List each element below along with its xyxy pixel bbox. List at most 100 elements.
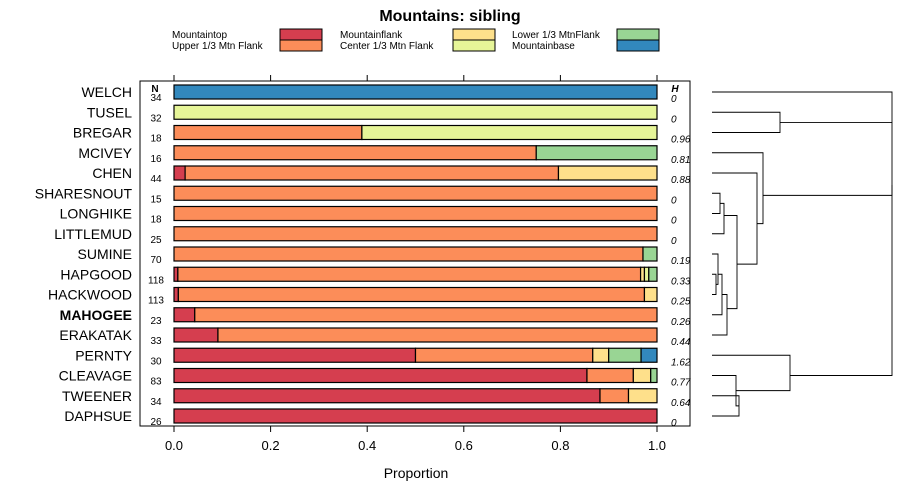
bar-segment [586, 367, 634, 384]
h-value: 0.64 [671, 398, 691, 409]
row-label: SUMINE [78, 246, 132, 262]
dendrogram-branch [763, 122, 893, 196]
dendrogram-branch [724, 215, 738, 310]
row-label: TUSEL [87, 104, 132, 120]
n-value: 118 [148, 275, 164, 286]
row-label: SHARESNOUT [35, 185, 133, 201]
x-tick-label: 0.6 [455, 438, 473, 453]
dendrogram-branch [712, 202, 725, 235]
h-value: 0 [671, 418, 677, 429]
row-label: LONGHIKE [60, 206, 132, 222]
h-value: 0 [671, 114, 677, 125]
h-value: 0 [671, 94, 677, 105]
h-value: 0 [671, 236, 677, 247]
legend-swatch [279, 39, 323, 52]
x-tick-label: 0.0 [165, 438, 183, 453]
chart-title: Mountains: sibling [379, 8, 520, 25]
bar-segment [608, 347, 642, 363]
legend-label: Upper 1/3 Mtn Flank [172, 41, 264, 52]
row-labels: WELCH TUSEL BREGAR MCIVEY CHEN SHARESNOUT LONG… [35, 84, 133, 424]
bar-segment [194, 307, 658, 323]
n-value: 32 [150, 113, 162, 124]
legend-swatch [616, 39, 660, 52]
dendrogram-branch [712, 253, 719, 285]
x-tick-label: 0.4 [358, 438, 376, 453]
dendrogram-branch [712, 91, 893, 124]
legend-label: Center 1/3 Mtn Flank [340, 41, 434, 52]
n-value: 18 [150, 134, 162, 145]
dendrogram-branch [712, 273, 717, 295]
h-value: 0.26 [671, 317, 691, 328]
h-value: 0.77 [671, 378, 691, 389]
h-values: 0 0 0.96 0.81 0.88 0 0 0 0.19 0.33 0.25 0.26 0.44 1.6… [671, 94, 691, 429]
h-value: 0.25 [671, 297, 691, 308]
legend-swatch [616, 28, 660, 41]
h-value: 0.33 [671, 276, 691, 287]
bar-segment [173, 367, 588, 384]
n-value: 44 [150, 174, 162, 185]
bar-segment [173, 286, 179, 303]
legend-swatch [452, 39, 496, 52]
bar-segment [173, 347, 417, 363]
n-value: 83 [150, 377, 162, 388]
n-column-header: N [151, 84, 158, 95]
h-value: 1.62 [671, 357, 691, 368]
n-value: 34 [150, 93, 162, 104]
row-label: HACKWOOD [48, 287, 132, 303]
bar-segment [173, 205, 658, 222]
n-value: 26 [150, 417, 162, 428]
n-value: 30 [150, 356, 162, 367]
h-value: 0 [671, 216, 677, 227]
dendrogram-branch [712, 354, 791, 392]
bar-segment [173, 145, 537, 161]
n-value: 25 [150, 235, 162, 246]
bar-segment [361, 124, 658, 141]
bar-segment [173, 104, 658, 120]
h-value: 0.44 [671, 337, 691, 348]
bar-segment [173, 408, 658, 424]
x-tick-label: 1.0 [648, 438, 666, 453]
h-value: 0.88 [671, 175, 691, 186]
n-value: 23 [150, 316, 162, 327]
bar-segment [643, 266, 650, 282]
n-value: 16 [150, 154, 162, 165]
legend-swatch [279, 28, 323, 41]
h-column-header: H [671, 84, 679, 95]
bar-segment [173, 124, 363, 141]
dendrogram-branch [712, 294, 728, 336]
dendrogram-branch [712, 111, 781, 133]
n-value: 18 [150, 215, 162, 226]
n-value: 113 [148, 296, 164, 307]
n-values: 34 32 18 16 44 15 18 25 70 118 113 23 33 30 83 34 26 [148, 93, 164, 428]
bar-segment [173, 388, 601, 404]
row-label: PERNTY [75, 347, 132, 363]
plot-frame [139, 80, 691, 427]
bar-segment [173, 185, 658, 201]
bar-segment [173, 327, 219, 343]
x-axis-title: Proportion [384, 465, 449, 481]
bar-segment [642, 246, 658, 262]
row-label: HAPGOOD [60, 266, 132, 282]
x-tick-label: 0.8 [551, 438, 569, 453]
bar-segment [177, 286, 646, 303]
bar-segment [184, 165, 560, 181]
bar-segment [173, 226, 658, 242]
bar-segment [599, 388, 630, 404]
bar-segment [650, 367, 658, 384]
legend-label: Lower 1/3 MtnFlank [512, 30, 601, 41]
row-label: MAHOGEE [60, 307, 132, 323]
row-label: BREGAR [73, 125, 132, 141]
dendrogram-branch [712, 152, 764, 225]
bar-segment [173, 307, 196, 323]
row-label: LITTLEMUD [54, 226, 132, 242]
h-value: 0.96 [671, 135, 691, 146]
n-value: 34 [150, 397, 162, 408]
bar-segment [643, 286, 658, 303]
legend-label: Mountainbase [512, 41, 575, 52]
bar-segment [217, 327, 658, 343]
bars-group [173, 84, 658, 424]
row-label: ERAKATAK [59, 327, 132, 343]
row-label: CLEAVAGE [59, 368, 132, 384]
bar-segment [535, 145, 658, 161]
